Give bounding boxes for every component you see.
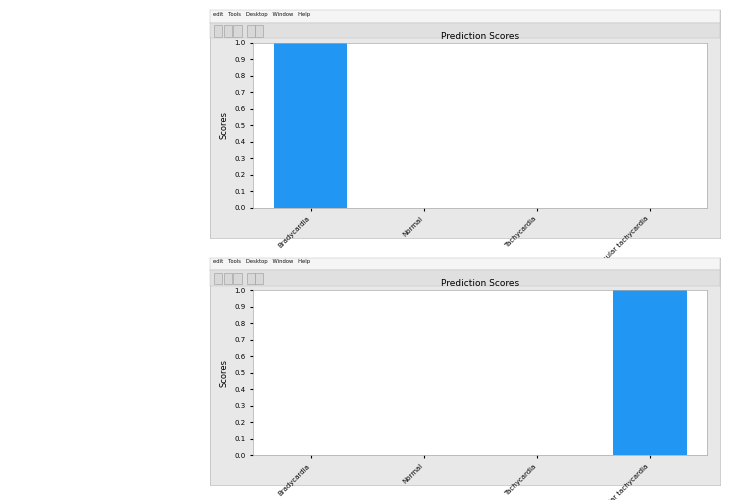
Bar	[614, 290, 686, 456]
FancyBboxPatch shape	[214, 272, 222, 284]
Title: Prediction Scores: Prediction Scores	[441, 280, 519, 288]
Text: edit   Tools   Desktop   Window   Help: edit Tools Desktop Window Help	[212, 260, 310, 264]
FancyBboxPatch shape	[255, 25, 263, 36]
FancyBboxPatch shape	[233, 272, 242, 284]
FancyBboxPatch shape	[247, 272, 255, 284]
FancyBboxPatch shape	[224, 272, 232, 284]
FancyBboxPatch shape	[247, 25, 255, 36]
FancyBboxPatch shape	[214, 25, 222, 36]
Y-axis label: Scores: Scores	[220, 359, 229, 387]
FancyBboxPatch shape	[224, 25, 232, 36]
Bar	[274, 43, 347, 208]
X-axis label: Classes: Classes	[464, 283, 496, 292]
Text: edit   Tools   Desktop   Window   Help: edit Tools Desktop Window Help	[212, 12, 310, 17]
Y-axis label: Scores: Scores	[220, 112, 229, 140]
FancyBboxPatch shape	[255, 272, 263, 284]
Title: Prediction Scores: Prediction Scores	[441, 32, 519, 41]
FancyBboxPatch shape	[233, 25, 242, 36]
